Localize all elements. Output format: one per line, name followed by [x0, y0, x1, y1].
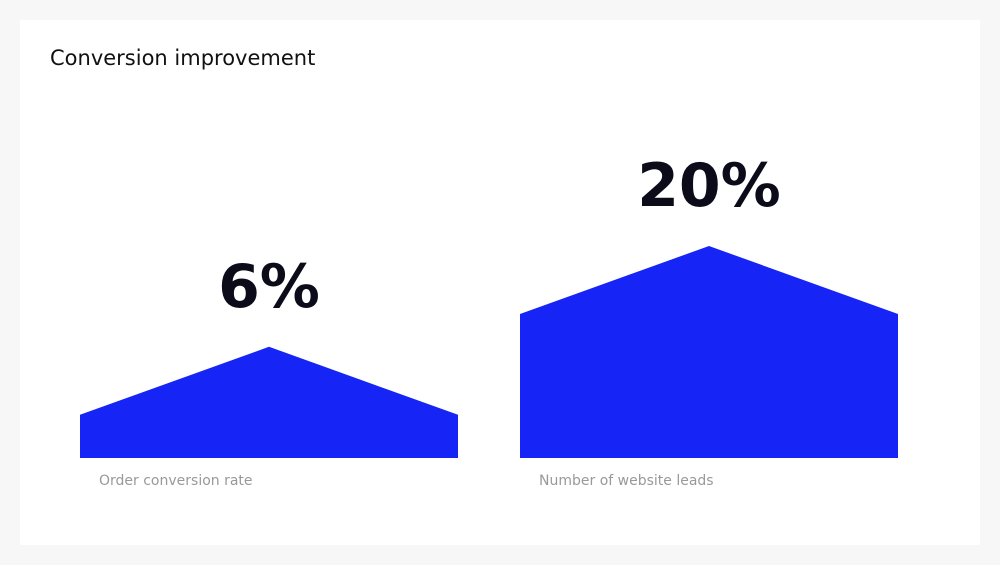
card — [20, 20, 980, 545]
bar — [80, 346, 458, 458]
bar — [520, 246, 898, 458]
value-label: 6% — [218, 252, 320, 322]
category-label: Number of website leads — [539, 473, 714, 489]
value-label: 20% — [637, 151, 781, 221]
chart-title: Conversion improvement — [50, 46, 315, 70]
category-label: Order conversion rate — [99, 473, 253, 489]
